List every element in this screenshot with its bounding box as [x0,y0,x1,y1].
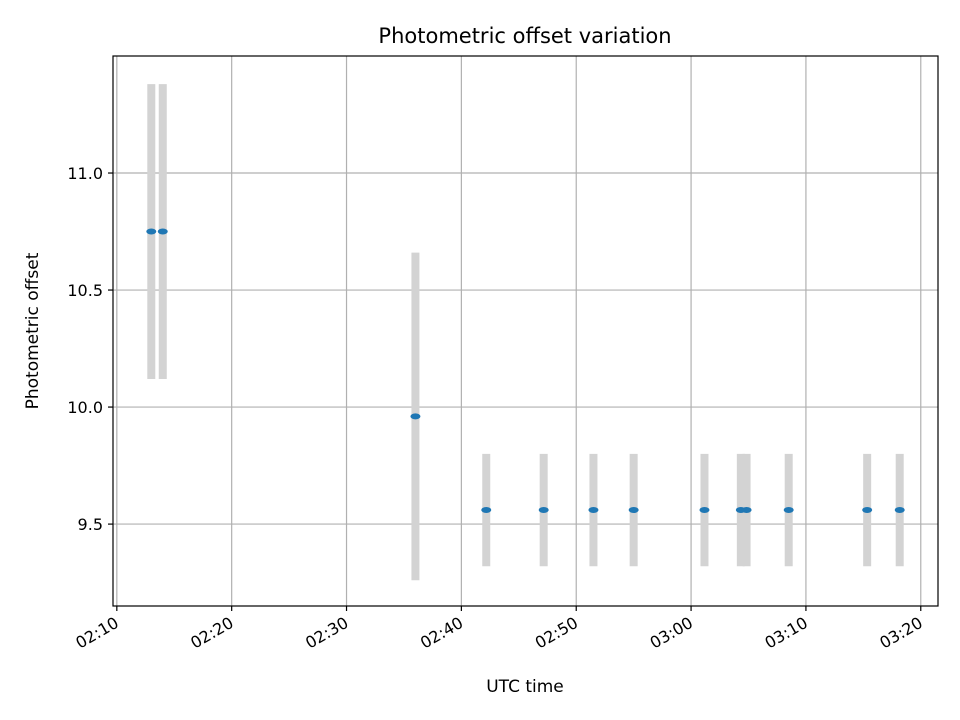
data-point [741,507,752,514]
data-point [588,507,599,514]
x-tick-label: 02:30 [302,613,351,653]
chart-title: Photometric offset variation [378,24,671,48]
data-point [862,507,873,514]
data-point [146,228,157,235]
x-tick-label: 03:00 [647,613,696,653]
data-point [628,507,639,514]
x-tick-label: 02:50 [532,613,581,653]
x-tick-label: 02:40 [417,613,466,653]
x-tick-label: 03:20 [876,613,925,653]
x-tick-label: 03:10 [761,613,810,653]
data-point [538,507,549,514]
y-tick-label: 10.0 [67,398,103,417]
axis-ticks: 02:10 02:20 02:30 02:40 02:50 03:00 03:10 03:20… [67,164,925,652]
x-tick-label: 02:10 [72,613,121,653]
data-point [894,507,905,514]
y-tick-label: 11.0 [67,164,103,183]
y-tick-label: 10.5 [67,281,103,300]
data-point [410,413,421,420]
data-point [699,507,710,514]
data-point [157,228,168,235]
plot-area-frame [112,55,939,607]
y-axis-label: Photometric offset [23,252,43,409]
grid [113,56,938,606]
x-axis-label: UTC time [486,677,564,697]
error-bars [147,84,904,581]
y-tick-label: 9.5 [78,515,103,534]
data-point [481,507,492,514]
data-point [783,507,794,514]
data-points [146,228,905,514]
x-tick-label: 02:20 [187,613,236,653]
